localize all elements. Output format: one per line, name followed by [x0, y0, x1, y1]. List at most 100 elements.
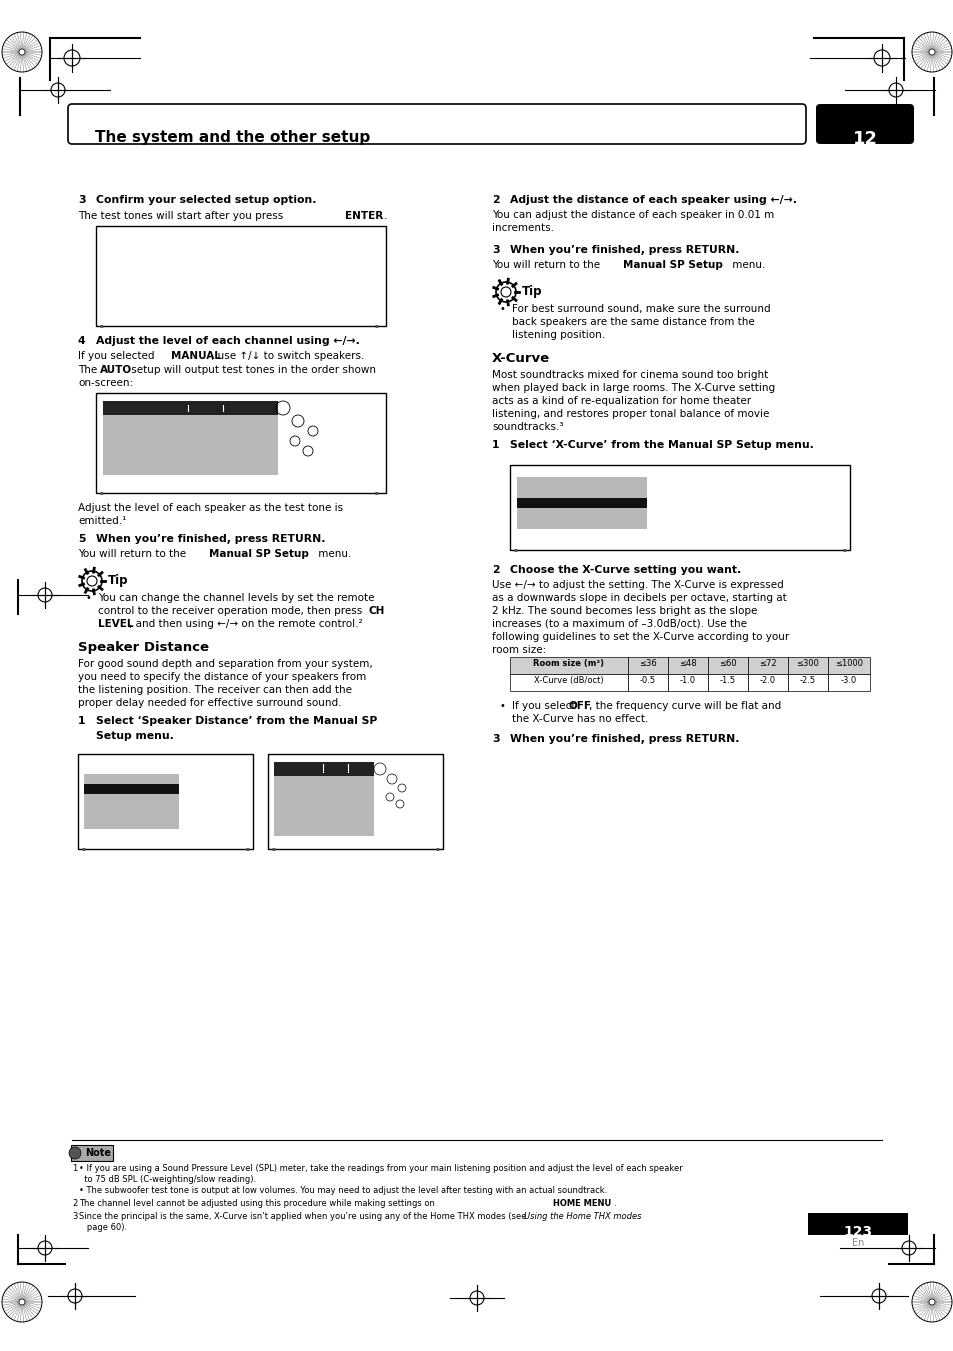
Bar — [103, 401, 277, 415]
Bar — [96, 393, 386, 493]
Text: 123: 123 — [842, 1225, 872, 1239]
Text: The test tones will start after you press: The test tones will start after you pres… — [78, 211, 286, 222]
Bar — [274, 775, 374, 836]
Text: the listening position. The receiver can then add the: the listening position. The receiver can… — [78, 685, 352, 694]
Text: -1.5: -1.5 — [720, 676, 736, 685]
Text: proper delay needed for effective surround sound.: proper delay needed for effective surrou… — [78, 698, 341, 708]
Bar — [78, 754, 253, 848]
Text: ≤60: ≤60 — [719, 659, 736, 667]
Circle shape — [69, 1147, 81, 1159]
Text: If you selected: If you selected — [78, 351, 157, 361]
Text: •: • — [499, 701, 505, 711]
Text: ▪: ▪ — [245, 846, 249, 851]
Bar — [84, 784, 179, 794]
Bar — [787, 657, 827, 674]
Text: 3: 3 — [71, 1212, 77, 1221]
FancyBboxPatch shape — [815, 104, 913, 145]
Text: page 60).: page 60). — [79, 1223, 127, 1232]
Text: ≤300: ≤300 — [796, 659, 819, 667]
Text: Confirm your selected setup option.: Confirm your selected setup option. — [96, 195, 316, 205]
Text: OFF: OFF — [568, 701, 592, 711]
Text: 1: 1 — [71, 1165, 77, 1173]
Text: ENTER: ENTER — [345, 211, 383, 222]
Text: listening position.: listening position. — [512, 330, 604, 340]
Text: -2.0: -2.0 — [760, 676, 775, 685]
Text: •: • — [499, 304, 505, 313]
Text: increases (to a maximum of –3.0dB/oct). Use the: increases (to a maximum of –3.0dB/oct). … — [492, 619, 746, 630]
Text: Speaker Distance: Speaker Distance — [78, 640, 209, 654]
Text: increments.: increments. — [492, 223, 554, 232]
Bar — [787, 674, 827, 690]
Text: .: . — [613, 1198, 615, 1208]
Bar — [747, 657, 787, 674]
Text: 3: 3 — [78, 195, 86, 205]
Bar — [747, 674, 787, 690]
Text: 2: 2 — [492, 565, 499, 576]
Text: as a downwards slope in decibels per octave, starting at: as a downwards slope in decibels per oct… — [492, 593, 786, 603]
Bar — [84, 774, 179, 830]
Bar — [103, 415, 277, 476]
Text: 2: 2 — [71, 1198, 77, 1208]
Text: -0.5: -0.5 — [639, 676, 656, 685]
Text: ▪: ▪ — [841, 547, 845, 553]
Text: Note: Note — [85, 1148, 111, 1158]
Text: to 75 dB SPL (C-weighting/slow reading).: to 75 dB SPL (C-weighting/slow reading). — [79, 1175, 255, 1183]
Text: ≤72: ≤72 — [759, 659, 776, 667]
Bar — [510, 674, 627, 690]
Text: The system and the other setup: The system and the other setup — [95, 130, 370, 145]
Bar — [96, 226, 386, 326]
Text: 1: 1 — [492, 440, 499, 450]
Text: menu.: menu. — [728, 259, 764, 270]
Text: If you select: If you select — [512, 701, 578, 711]
Bar — [667, 674, 707, 690]
Text: setup will output test tones in the order shown: setup will output test tones in the orde… — [128, 365, 375, 376]
Text: X-Curve (dB/oct): X-Curve (dB/oct) — [534, 676, 603, 685]
Text: following guidelines to set the X-Curve according to your: following guidelines to set the X-Curve … — [492, 632, 788, 642]
Bar — [268, 754, 442, 848]
Bar — [510, 657, 627, 674]
Text: Setup menu.: Setup menu. — [96, 731, 173, 740]
Text: HOME MENU: HOME MENU — [553, 1198, 611, 1208]
Text: When you’re finished, press RETURN.: When you’re finished, press RETURN. — [510, 734, 739, 744]
Bar — [827, 657, 869, 674]
Text: CH: CH — [369, 607, 385, 616]
Text: ▪: ▪ — [100, 323, 104, 328]
Text: 12: 12 — [852, 130, 877, 149]
Circle shape — [928, 49, 934, 55]
Text: Most soundtracks mixed for cinema sound too bright: Most soundtracks mixed for cinema sound … — [492, 370, 767, 380]
Circle shape — [19, 1300, 25, 1305]
Bar — [517, 477, 646, 530]
Text: on-screen:: on-screen: — [78, 378, 133, 388]
Text: The: The — [78, 365, 100, 376]
Text: 3: 3 — [492, 245, 499, 255]
Text: • If you are using a Sound Pressure Level (SPL) meter, take the readings from yo: • If you are using a Sound Pressure Leve… — [79, 1165, 682, 1173]
Text: control to the receiver operation mode, then press: control to the receiver operation mode, … — [98, 607, 365, 616]
Text: When you’re finished, press RETURN.: When you’re finished, press RETURN. — [510, 245, 739, 255]
Text: 2: 2 — [492, 195, 499, 205]
Text: 2 kHz. The sound becomes less bright as the slope: 2 kHz. The sound becomes less bright as … — [492, 607, 757, 616]
Text: • The subwoofer test tone is output at low volumes. You may need to adjust the l: • The subwoofer test tone is output at l… — [79, 1186, 607, 1196]
Text: you need to specify the distance of your speakers from: you need to specify the distance of your… — [78, 671, 366, 682]
Text: Select ‘X-Curve’ from the Manual SP Setup menu.: Select ‘X-Curve’ from the Manual SP Setu… — [510, 440, 813, 450]
Text: ▪: ▪ — [435, 846, 438, 851]
Circle shape — [19, 49, 25, 55]
Text: ▪: ▪ — [272, 846, 275, 851]
Text: ▪: ▪ — [82, 846, 86, 851]
Bar — [627, 657, 667, 674]
Bar — [807, 1213, 907, 1235]
Text: back speakers are the same distance from the: back speakers are the same distance from… — [512, 317, 754, 327]
Text: emitted.¹: emitted.¹ — [78, 516, 126, 526]
Text: Use ←/→ to adjust the setting. The X-Curve is expressed: Use ←/→ to adjust the setting. The X-Cur… — [492, 580, 783, 590]
Text: Adjust the distance of each speaker using ←/→.: Adjust the distance of each speaker usin… — [510, 195, 796, 205]
Text: En: En — [851, 1238, 863, 1248]
Text: You will return to the: You will return to the — [78, 549, 190, 559]
Bar — [707, 657, 747, 674]
Bar — [510, 465, 849, 550]
Text: Choose the X-Curve setting you want.: Choose the X-Curve setting you want. — [510, 565, 740, 576]
Circle shape — [928, 1300, 934, 1305]
Text: Since the principal is the same, X-Curve isn’t applied when you’re using any of : Since the principal is the same, X-Curve… — [79, 1212, 529, 1221]
FancyBboxPatch shape — [71, 1146, 112, 1161]
Text: .: . — [384, 211, 387, 222]
Text: the X-Curve has no effect.: the X-Curve has no effect. — [512, 713, 648, 724]
Text: acts as a kind of re-equalization for home theater: acts as a kind of re-equalization for ho… — [492, 396, 750, 407]
